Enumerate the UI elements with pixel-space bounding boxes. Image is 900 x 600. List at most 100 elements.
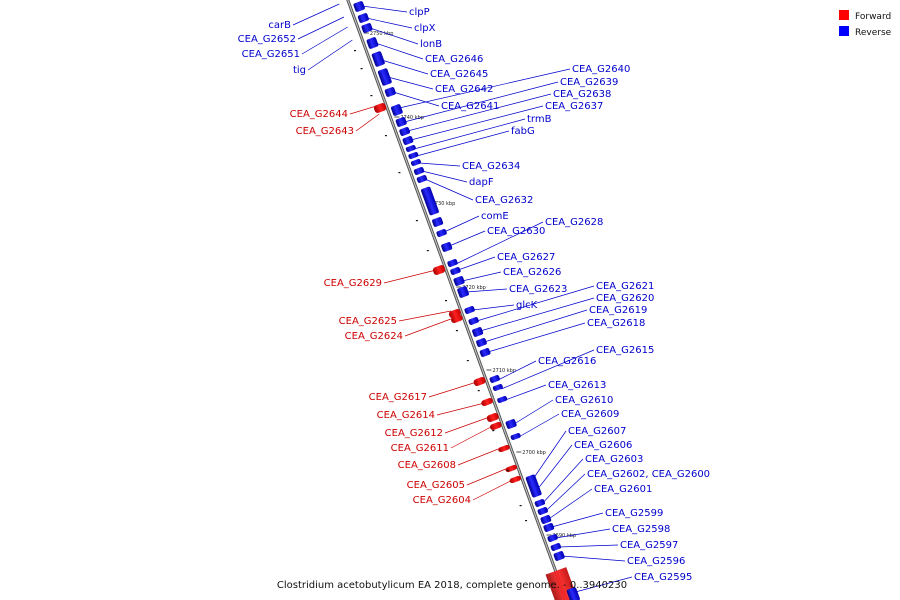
- reverse-gene: [366, 37, 379, 49]
- reverse-gene-label: CEA_G2637: [545, 101, 603, 112]
- reverse-gene-label: CEA_G2621: [596, 281, 654, 292]
- reverse-gene-label-leader: [387, 76, 434, 90]
- forward-gene-label: CEA_G2643: [296, 126, 354, 137]
- forward-gene: [509, 475, 522, 484]
- scale-tick-label: 2740 kbp: [400, 115, 424, 121]
- reverse-gene-label-leader: [404, 81, 559, 123]
- reverse-gene-label: CEA_G2596: [627, 556, 685, 567]
- reverse-gene-label: CEA_G2623: [509, 284, 567, 295]
- reverse-gene: [472, 327, 484, 337]
- reverse-gene-label-leader: [399, 68, 571, 109]
- forward-gene: [481, 397, 493, 407]
- reverse-gene-label-leader: [518, 413, 560, 438]
- minor-feature: [360, 68, 363, 70]
- reverse-gene: [550, 543, 562, 551]
- reverse-gene-label-leader: [375, 42, 424, 60]
- reverse-gene-label: clpX: [414, 23, 436, 34]
- reverse-gene-label-leader: [413, 118, 526, 150]
- minor-feature: [354, 50, 357, 52]
- scale-tick-label: 2720 kbp: [462, 285, 486, 291]
- reverse-gene: [476, 338, 487, 347]
- reverse-gene: [402, 136, 414, 145]
- reverse-gene-label-leader: [562, 555, 626, 562]
- reverse-gene-label: CEA_G2595: [634, 572, 692, 583]
- forward-gene: [473, 377, 486, 386]
- reverse-gene: [479, 348, 491, 357]
- reverse-gene-label: CEA_G2620: [596, 293, 654, 304]
- reverse-gene-label-leader: [472, 304, 515, 311]
- reverse-gene-label-leader: [537, 444, 573, 490]
- forward-gene-label: CEA_G2625: [339, 316, 397, 327]
- reverse-gene: [416, 175, 428, 183]
- reverse-gene-label: CEA_G2606: [574, 440, 632, 451]
- scale-tick-label: 2710 kbp: [492, 368, 516, 374]
- forward-gene-label: CEA_G2617: [369, 392, 427, 403]
- reverse-gene-label-leader: [461, 271, 502, 282]
- reverse-gene-label: CEA_G2628: [545, 217, 603, 228]
- genome-caption: Clostridium acetobutylicum EA 2018, comp…: [277, 580, 627, 591]
- minor-feature: [506, 470, 509, 472]
- reverse-gene-label-leader: [307, 39, 353, 71]
- reverse-gene: [492, 384, 503, 391]
- forward-gene-label: CEA_G2608: [398, 460, 456, 471]
- forward-gene-label: CEA_G2612: [385, 428, 443, 439]
- reverse-gene-label-leader: [548, 488, 593, 520]
- forward-gene-label-leader: [349, 105, 377, 115]
- reverse-gene: [447, 259, 458, 267]
- legend-forward-label: Forward: [855, 12, 891, 22]
- reverse-gene: [547, 534, 558, 542]
- reverse-gene-label: CEA_G2610: [555, 395, 613, 406]
- forward-gene-label-leader: [466, 467, 509, 486]
- reverse-gene-label: CEA_G2630: [487, 226, 545, 237]
- reverse-gene-label: CEA_G2652: [238, 34, 296, 45]
- reverse-gene: [497, 396, 508, 403]
- reverse-gene-label: CEA_G2619: [589, 305, 647, 316]
- reverse-gene: [410, 159, 421, 166]
- forward-gene-label-leader: [444, 416, 490, 434]
- reverse-gene: [361, 23, 373, 33]
- minor-feature: [398, 172, 401, 174]
- reverse-gene-label: CEA_G2645: [430, 69, 488, 80]
- reverse-gene-label-leader: [545, 473, 586, 512]
- reverse-gene: [540, 515, 552, 524]
- reverse-gene-label-leader: [444, 215, 480, 233]
- reverse-gene: [510, 433, 521, 440]
- scale-tick-label: 2700 kbp: [522, 450, 546, 456]
- reverse-gene-label-leader: [297, 16, 345, 40]
- reverse-gene-label: CEA_G2598: [612, 524, 670, 535]
- reverse-gene: [453, 276, 465, 286]
- reverse-gene-label: CEA_G2616: [538, 356, 596, 367]
- forward-gene-label-leader: [404, 317, 454, 337]
- legend-forward-swatch: [839, 10, 849, 20]
- forward-gene-label-leader: [355, 113, 380, 132]
- reverse-gene-label-leader: [424, 178, 474, 201]
- reverse-gene-label: CEA_G2626: [503, 267, 561, 278]
- forward-gene-label-leader: [436, 402, 485, 416]
- reverse-gene: [543, 523, 555, 532]
- reverse-gene-label-leader: [381, 59, 429, 75]
- reverse-gene-label: clpP: [409, 7, 430, 18]
- scale-tick-label: 2730 kbp: [432, 201, 456, 207]
- reverse-gene-label-leader: [421, 170, 468, 183]
- reverse-gene-label: glcK: [516, 300, 538, 311]
- reverse-gene-label: fabG: [511, 126, 535, 137]
- reverse-gene-label-leader: [555, 528, 611, 539]
- forward-gene: [432, 265, 446, 275]
- reverse-gene-label: CEA_G2615: [596, 345, 654, 356]
- forward-gene: [490, 421, 502, 431]
- legend-reverse-swatch: [839, 26, 849, 36]
- reverse-gene-label-leader: [361, 5, 408, 13]
- reverse-gene: [371, 51, 385, 67]
- minor-feature: [384, 135, 387, 137]
- reverse-gene-label-leader: [301, 26, 348, 55]
- reverse-gene-label-leader: [410, 105, 544, 141]
- scale-ticks: 2750 kbp 2740 kbp 2730 kbp 2720 kbp 2710 kbp…: [363, 31, 576, 539]
- minor-feature: [455, 330, 458, 332]
- minor-feature: [426, 250, 429, 252]
- reverse-gene-label-leader: [292, 3, 340, 26]
- forward-gene: [451, 314, 463, 324]
- reverse-gene-label-leader: [416, 130, 510, 157]
- reverse-gene: [391, 104, 403, 116]
- reverse-gene: [464, 306, 475, 314]
- reverse-gene-label: CEA_G2641: [441, 101, 499, 112]
